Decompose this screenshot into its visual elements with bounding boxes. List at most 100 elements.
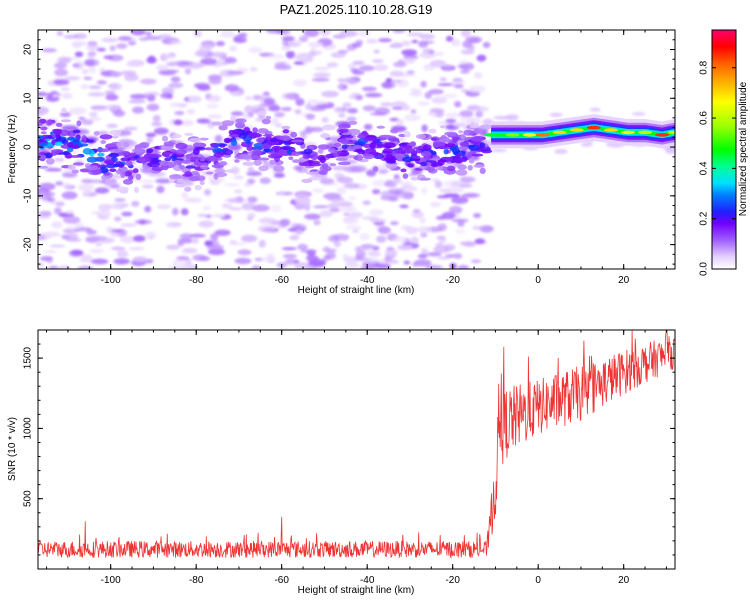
spectrogram-noise-blob: [355, 246, 362, 253]
spectrogram-noise-blob: [233, 37, 248, 43]
spectrogram-noise-blob: [364, 92, 383, 98]
spectrogram-noise-blob: [55, 202, 65, 207]
spectrogram-noise-blob: [49, 265, 59, 269]
spectrogram-noise-blob: [104, 104, 121, 110]
spectrogram-band-blob: [273, 165, 285, 172]
spectrogram-noise-blob: [458, 60, 468, 66]
spectrogram-tone-peak: [505, 133, 520, 137]
snr-panel: -100 -80 -60 -40 -20 0 20 500 1000 1500 Height o…: [7, 329, 676, 596]
spectrogram-noise-blob: [401, 49, 418, 56]
spectrogram-band-blob: [357, 134, 367, 139]
spectrogram-noise-blob: [339, 30, 358, 37]
spectrogram-band-blob: [188, 156, 202, 161]
spectrogram-noise-blob: [338, 113, 346, 118]
spectrogram-noise-blob: [40, 256, 53, 262]
spectrogram-band-blob: [463, 140, 469, 145]
spectrogram-noise-blob: [169, 40, 183, 45]
spectrogram-noise-blob: [267, 53, 285, 60]
spectrogram-noise-blob: [216, 41, 225, 47]
spectrogram-noise-blob: [247, 111, 254, 118]
spectrogram-noise-blob: [476, 54, 487, 62]
spectrogram-band-blob: [121, 151, 131, 156]
spectrogram-noise-blob: [429, 59, 447, 68]
x-tick-label: -40: [360, 275, 375, 286]
spectrogram-noise-blob: [133, 235, 146, 242]
spectrogram-noise-blob: [313, 205, 330, 209]
spectrogram-band-blob: [317, 144, 330, 150]
spectrogram-band-blob: [402, 173, 409, 180]
spectrogram-band-blob: [431, 137, 438, 141]
spectrogram-band-blob: [253, 159, 262, 166]
spectrogram-noise-blob: [347, 108, 358, 114]
spectrogram-band-blob: [256, 137, 265, 144]
spectrogram-noise-blob: [436, 256, 452, 260]
spectrogram-band-blob: [99, 134, 113, 140]
spectrogram-noise-blob: [61, 236, 71, 240]
spectrogram-noise-blob: [105, 94, 119, 101]
spectrogram-noise-blob: [482, 118, 494, 126]
spectrogram-noise-blob: [319, 30, 331, 36]
spectrogram-noise-blob: [319, 178, 335, 185]
spectrogram-band-blob: [248, 132, 261, 138]
spectrogram-noise-blob: [327, 197, 345, 202]
spectrogram-noise-blob: [474, 106, 489, 112]
spectrogram-noise-blob: [457, 64, 470, 69]
spectrogram-band-blob: [387, 159, 397, 164]
spectrogram-band-blob: [258, 165, 269, 172]
spectrogram-noise-blob: [181, 119, 194, 127]
spectrogram-noise-blob: [278, 190, 285, 196]
spectrogram-noise-blob: [164, 53, 174, 59]
spectrogram-noise-blob: [43, 191, 56, 198]
spectrogram-noise-blob: [337, 50, 349, 54]
spectrogram-noise-blob: [110, 71, 122, 78]
spectrogram-noise-blob: [228, 207, 243, 211]
spectrogram-tone-peak: [586, 125, 601, 130]
spectrogram-noise-blob: [282, 253, 297, 259]
spectrogram-noise-blob: [247, 178, 256, 184]
spectrogram-noise-blob: [352, 60, 365, 65]
spectrogram-noise-blob: [226, 70, 244, 75]
spectrogram-band-blob: [382, 148, 394, 154]
spectrogram-band-blob: [328, 147, 336, 153]
spectrogram-band-blob: [77, 143, 89, 147]
spectrogram-band-blob: [363, 143, 372, 148]
spectrogram-noise-blob: [123, 126, 138, 131]
spectrogram-band-blob: [97, 152, 105, 157]
snr-y-label: SNR (10 * v/v): [7, 417, 18, 481]
colorbar-gradient: [711, 29, 737, 270]
spectrogram-band-blob: [40, 131, 47, 135]
spectrogram-noise-blob: [156, 204, 171, 210]
spectrogram-band-blob: [235, 122, 246, 129]
spectrogram-band-blob: [286, 148, 292, 155]
spectrogram-noise-blob: [156, 185, 165, 194]
spectrogram-band-blob: [301, 167, 309, 173]
spectrogram-noise-blob: [300, 249, 317, 254]
spectrogram-noise-blob: [110, 229, 124, 233]
spectrogram-band-blob: [173, 160, 183, 165]
spectrogram-noise-blob: [146, 94, 156, 102]
spectrogram-band-blob: [319, 156, 327, 164]
spectrogram-band-blob: [39, 142, 48, 147]
spectrogram-band-blob: [252, 127, 258, 134]
spectrogram-noise-blob: [111, 246, 124, 250]
spectrogram-band-blob: [233, 130, 243, 135]
spectrogram-noise-blob: [258, 217, 274, 224]
spectrogram-band-blob: [169, 155, 178, 160]
x-tick-label: 0: [535, 275, 541, 286]
spectrogram-band-blob: [317, 148, 324, 154]
spectrogram-noise-blob: [54, 62, 67, 69]
spectrogram-band-blob: [228, 129, 235, 135]
spectrogram-noise-blob: [365, 257, 379, 263]
spectrogram-noise-blob: [473, 212, 482, 219]
spectrogram-noise-blob: [295, 228, 303, 235]
y-tick-label: 1000: [23, 417, 34, 440]
spectrogram-noise-blob: [345, 206, 357, 212]
spectrogram-noise-blob: [144, 205, 152, 213]
spectrogram-band-blob: [468, 144, 480, 151]
spectrogram-noise-blob: [331, 166, 347, 171]
spectrogram-noise-blob: [361, 86, 377, 92]
spectrogram-band-blob: [288, 156, 294, 161]
spectrogram-noise-blob: [362, 105, 376, 112]
spectrogram-band-blob: [387, 137, 400, 142]
spectrogram-noise-blob: [304, 126, 313, 134]
